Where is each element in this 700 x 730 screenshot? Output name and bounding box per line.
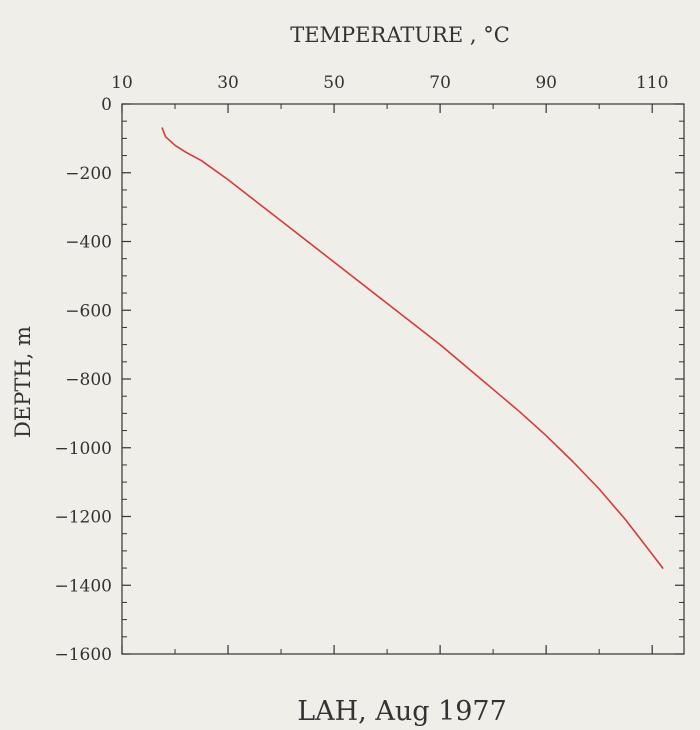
y-axis-title: DEPTH, m: [11, 326, 35, 438]
y-tick-label: 0: [101, 95, 112, 115]
plot-frame: [121, 103, 685, 655]
y-tick-label: −800: [65, 370, 112, 390]
chart-title: LAH, Aug 1977: [297, 696, 507, 727]
x-tick-label: 30: [217, 73, 239, 93]
y-tick-label: −1000: [54, 439, 112, 459]
series-layer: [161, 127, 664, 569]
x-tick-label: 50: [323, 73, 345, 93]
y-tick-label: −1600: [54, 645, 112, 665]
x-axis-ticks: 10 30 50 70 90 110: [111, 73, 668, 654]
temperature-depth-line: [161, 127, 664, 569]
y-axis-ticks: 0 −200 −400 −600 −800 −1000 −1200 −1400 −1600: [54, 95, 684, 665]
y-tick-label: −400: [65, 233, 112, 253]
x-tick-label: 110: [636, 73, 668, 93]
y-tick-label: −1200: [54, 508, 112, 528]
y-tick-label: −200: [65, 164, 112, 184]
x-tick-label: 70: [429, 73, 451, 93]
y-tick-label: −1400: [54, 576, 112, 596]
y-tick-label: −600: [65, 301, 112, 321]
x-tick-label: 10: [111, 73, 133, 93]
x-tick-label: 90: [535, 73, 557, 93]
x-axis-title: TEMPERATURE , °C: [290, 23, 510, 47]
